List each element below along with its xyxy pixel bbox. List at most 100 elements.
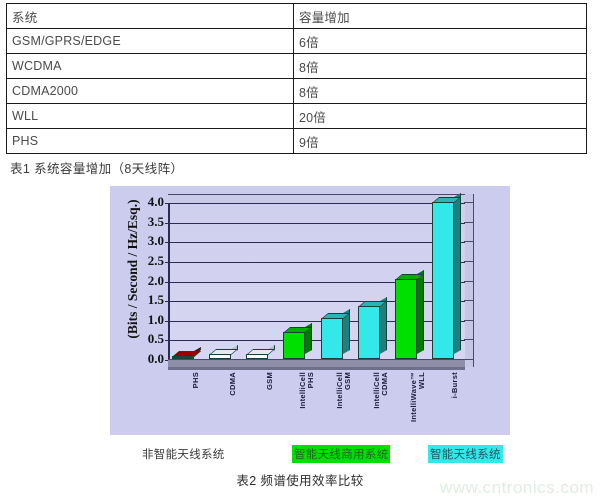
y-tick-mark bbox=[165, 222, 170, 224]
x-tick-label: IntelliCell CDMA bbox=[357, 372, 390, 432]
right-wall-gridline bbox=[464, 221, 473, 223]
x-tick-label: GSM bbox=[246, 372, 276, 432]
y-tick-label: 2.5 bbox=[147, 252, 164, 268]
cell-system: CDMA2000 bbox=[6, 78, 294, 104]
y-tick-mark bbox=[165, 340, 170, 342]
bar[interactable] bbox=[283, 322, 313, 359]
y-tick-mark bbox=[165, 301, 170, 303]
plot-right-wall bbox=[464, 194, 474, 367]
cell-system: WCDMA bbox=[6, 53, 294, 79]
x-tick-label-line: GSM bbox=[264, 372, 274, 390]
gridline bbox=[170, 281, 465, 283]
right-wall-gridline bbox=[464, 202, 473, 203]
bar[interactable] bbox=[357, 296, 387, 359]
bar[interactable] bbox=[431, 192, 462, 359]
x-tick-label: CDMA bbox=[209, 372, 239, 432]
y-tick-mark bbox=[165, 242, 170, 244]
bar-top-face bbox=[172, 350, 202, 357]
gridline bbox=[170, 242, 465, 244]
bar-front-face bbox=[320, 317, 343, 359]
gridline bbox=[170, 340, 465, 342]
right-wall-gridline bbox=[464, 359, 473, 360]
right-wall-gridline bbox=[464, 241, 473, 243]
bar-front-face bbox=[209, 354, 232, 359]
bar-side-face bbox=[453, 192, 461, 354]
plot-floor-front bbox=[168, 367, 465, 370]
column-header-system: 系统 bbox=[6, 3, 294, 29]
gridline bbox=[170, 203, 465, 204]
y-tick-mark bbox=[165, 281, 170, 283]
capacity-table-container: 系统 容量增加 GSM/GPRS/EDGE 6倍 WCDMA 8倍 CDMA20… bbox=[0, 0, 600, 177]
right-wall-gridline bbox=[464, 280, 473, 282]
cell-system: GSM/GPRS/EDGE bbox=[6, 28, 294, 54]
right-wall-gridline bbox=[464, 339, 473, 341]
y-tick-label: 1.5 bbox=[147, 292, 164, 308]
bar-front-face bbox=[283, 331, 306, 359]
chart-legend: 非智能天线系统 智能天线商用系统 智能天线系统 bbox=[110, 445, 530, 465]
bar-side-face bbox=[416, 269, 424, 354]
y-tick-mark bbox=[165, 320, 170, 322]
y-axis-tick-labels: 4.0 3.5 3.0 2.5 2.0 1.5 1.0 0.5 0.0 bbox=[134, 194, 164, 366]
plot-top-wall bbox=[168, 194, 474, 203]
x-tick-label: i-Burst bbox=[431, 372, 461, 432]
right-wall-gridline bbox=[464, 319, 473, 321]
x-tick-label-line: i-Burst bbox=[450, 372, 460, 399]
bar-top-face bbox=[246, 349, 276, 356]
cell-capacity: 6倍 bbox=[293, 28, 587, 54]
x-tick-label-line: CDMA bbox=[227, 372, 237, 396]
legend-item-smart-antenna-commercial: 智能天线商用系统 bbox=[292, 445, 391, 463]
cell-capacity: 8倍 bbox=[293, 53, 587, 79]
table-header-row: 系统 容量增加 bbox=[6, 3, 587, 29]
gridline bbox=[170, 320, 465, 322]
bar-top-face bbox=[209, 349, 239, 356]
table-row: CDMA2000 8倍 bbox=[6, 78, 587, 104]
x-tick-label-line: WLL bbox=[417, 372, 427, 390]
x-tick-label-line: GSM bbox=[343, 372, 353, 390]
table-row: WCDMA 8倍 bbox=[6, 53, 587, 79]
x-tick-label-line: CDMA bbox=[380, 372, 390, 396]
bar[interactable] bbox=[172, 346, 202, 359]
table-row: WLL 20倍 bbox=[6, 103, 587, 129]
table2-caption: 表2 频谱使用效率比较 bbox=[236, 474, 364, 488]
bar-series bbox=[168, 192, 465, 369]
bar[interactable] bbox=[246, 345, 276, 359]
y-tick-label: 0.5 bbox=[147, 331, 164, 347]
x-tick-label-line: PHS bbox=[190, 372, 200, 389]
table-row: GSM/GPRS/EDGE 6倍 bbox=[6, 28, 587, 54]
y-tick-label: 3.5 bbox=[147, 213, 164, 229]
y-tick-label: 4.0 bbox=[147, 194, 164, 209]
bar-front-face bbox=[431, 202, 454, 359]
x-tick-label: IntelliCell PHS bbox=[283, 372, 315, 432]
bar-front-face bbox=[357, 306, 380, 359]
right-wall-gridline bbox=[464, 300, 473, 302]
cell-capacity: 8倍 bbox=[293, 78, 587, 104]
cell-capacity: 20倍 bbox=[293, 103, 587, 129]
site-watermark: www.cntronics.com bbox=[440, 478, 594, 497]
legend-item-non-smart-antenna: 非智能天线系统 bbox=[142, 449, 225, 461]
cell-system: WLL bbox=[6, 103, 294, 129]
gridline bbox=[170, 222, 465, 224]
y-tick-mark bbox=[165, 203, 170, 204]
y-tick-label: 2.0 bbox=[147, 272, 164, 288]
capacity-table-body: 系统 容量增加 GSM/GPRS/EDGE 6倍 WCDMA 8倍 CDMA20… bbox=[6, 3, 587, 154]
x-tick-label: IntelliWave™ WLL bbox=[394, 372, 427, 432]
y-tick-mark bbox=[165, 261, 170, 263]
table-row: PHS 9倍 bbox=[6, 128, 587, 154]
bar-front-face bbox=[394, 278, 417, 359]
y-tick-label: 1.0 bbox=[147, 311, 164, 327]
spectral-efficiency-chart: (Bits / Second / Hz/Esq.) 4.0 3.5 3.0 2.5 2.… bbox=[110, 186, 510, 435]
capacity-table: 系统 容量增加 GSM/GPRS/EDGE 6倍 WCDMA 8倍 CDMA20… bbox=[6, 3, 587, 154]
y-tick-label: 0.0 bbox=[147, 351, 164, 366]
bar-front-face bbox=[246, 354, 269, 359]
bar[interactable] bbox=[320, 308, 350, 359]
gridline bbox=[170, 301, 465, 303]
right-wall-gridline bbox=[464, 260, 473, 262]
x-tick-label: IntelliCell GSM bbox=[320, 372, 353, 432]
x-tick-label: PHS bbox=[172, 372, 202, 432]
cell-capacity: 9倍 bbox=[293, 128, 587, 154]
gridline bbox=[170, 261, 465, 263]
y-tick-mark bbox=[165, 360, 170, 361]
y-tick-label: 3.0 bbox=[147, 233, 164, 249]
bar[interactable] bbox=[209, 345, 239, 359]
bar[interactable] bbox=[394, 269, 424, 359]
